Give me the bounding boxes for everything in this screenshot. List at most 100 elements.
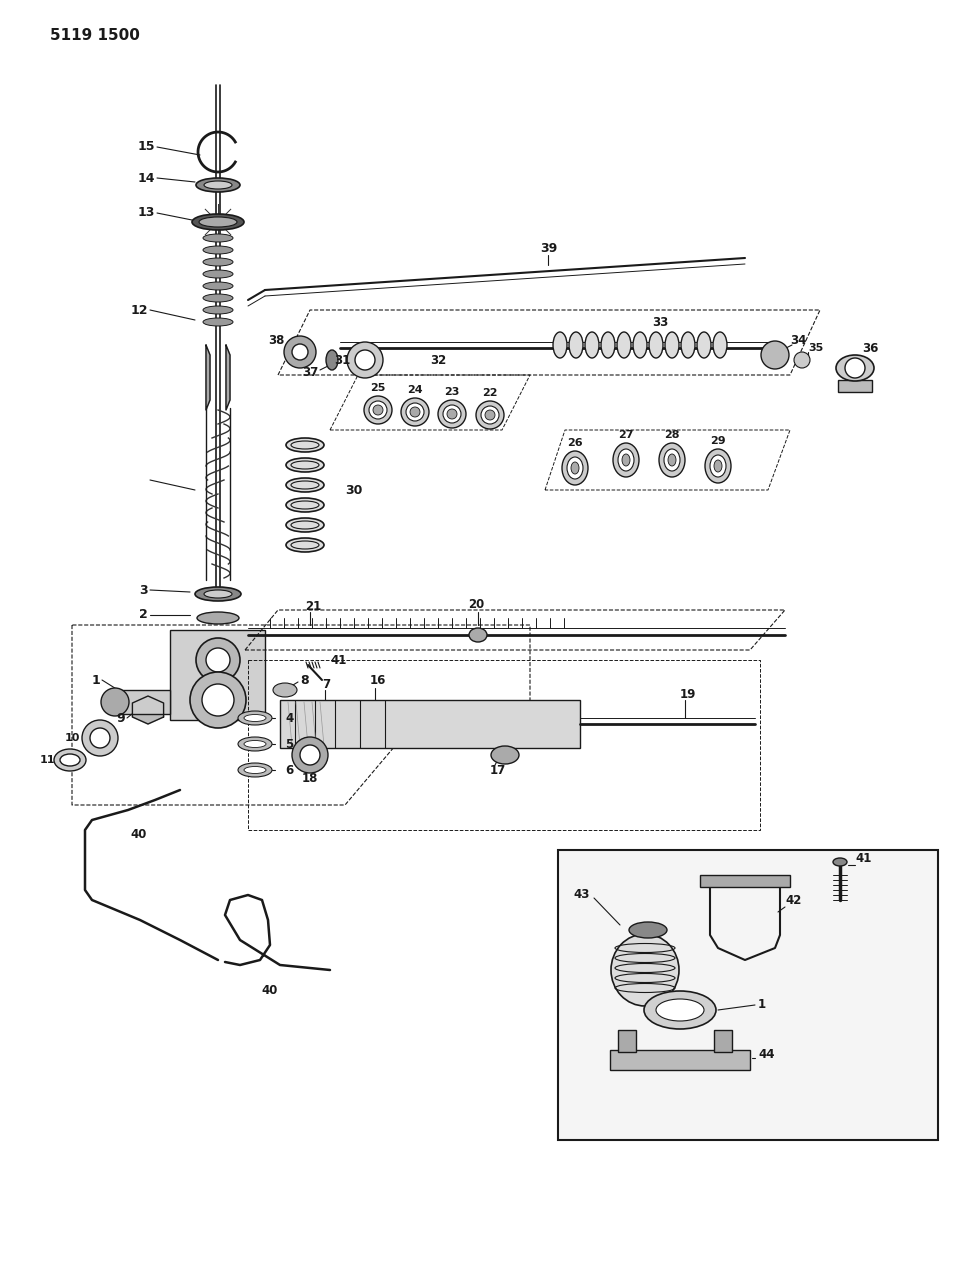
Text: 22: 22: [483, 388, 497, 398]
Circle shape: [292, 737, 328, 773]
Text: 43: 43: [573, 889, 590, 901]
Ellipse shape: [469, 629, 487, 643]
Ellipse shape: [485, 411, 495, 419]
Ellipse shape: [567, 456, 583, 479]
Circle shape: [90, 728, 110, 748]
Ellipse shape: [633, 332, 647, 358]
Ellipse shape: [668, 454, 676, 465]
Ellipse shape: [203, 270, 233, 278]
Text: 14: 14: [138, 172, 155, 185]
Ellipse shape: [238, 737, 272, 751]
Ellipse shape: [705, 449, 731, 483]
Text: 33: 33: [652, 315, 668, 329]
Ellipse shape: [618, 449, 634, 470]
Ellipse shape: [369, 402, 387, 419]
Bar: [280, 700, 580, 748]
Ellipse shape: [286, 499, 324, 513]
Ellipse shape: [714, 460, 722, 472]
Ellipse shape: [203, 258, 233, 266]
Ellipse shape: [665, 332, 679, 358]
Text: 19: 19: [680, 688, 697, 701]
Circle shape: [284, 337, 316, 368]
Text: 44: 44: [758, 1048, 775, 1062]
Ellipse shape: [656, 1000, 704, 1021]
Ellipse shape: [476, 402, 504, 428]
Ellipse shape: [481, 405, 499, 425]
Text: 5119 1500: 5119 1500: [50, 28, 140, 43]
Text: 23: 23: [445, 388, 460, 397]
Ellipse shape: [238, 762, 272, 776]
Ellipse shape: [203, 246, 233, 254]
Text: 2: 2: [140, 608, 148, 621]
Text: 4: 4: [285, 711, 293, 724]
Circle shape: [101, 688, 129, 717]
Ellipse shape: [364, 397, 392, 425]
Text: 8: 8: [300, 673, 309, 686]
Ellipse shape: [286, 478, 324, 492]
Circle shape: [761, 340, 789, 368]
Ellipse shape: [286, 538, 324, 552]
Text: 26: 26: [568, 439, 583, 448]
Ellipse shape: [203, 295, 233, 302]
Ellipse shape: [622, 454, 630, 465]
Text: 1: 1: [91, 673, 100, 686]
Polygon shape: [710, 880, 780, 960]
Circle shape: [347, 342, 383, 377]
Ellipse shape: [659, 442, 685, 477]
Ellipse shape: [244, 766, 266, 774]
Ellipse shape: [438, 400, 466, 428]
Ellipse shape: [562, 451, 588, 484]
Text: 5: 5: [285, 737, 293, 751]
Ellipse shape: [273, 683, 297, 697]
Text: 36: 36: [862, 342, 878, 354]
Circle shape: [794, 352, 810, 368]
Ellipse shape: [569, 332, 583, 358]
Ellipse shape: [833, 858, 847, 866]
Circle shape: [355, 351, 375, 370]
Circle shape: [196, 638, 240, 682]
Text: 6: 6: [285, 764, 293, 776]
Text: 28: 28: [664, 430, 680, 440]
Text: 35: 35: [808, 343, 824, 353]
Polygon shape: [226, 346, 230, 411]
Ellipse shape: [244, 714, 266, 722]
Ellipse shape: [681, 332, 695, 358]
Ellipse shape: [286, 458, 324, 472]
Ellipse shape: [585, 332, 599, 358]
Bar: [714, 1030, 732, 1052]
Bar: [558, 850, 938, 1140]
Ellipse shape: [373, 405, 383, 414]
Ellipse shape: [491, 746, 519, 764]
Text: 27: 27: [618, 430, 634, 440]
Ellipse shape: [447, 409, 457, 419]
Ellipse shape: [644, 991, 716, 1029]
Ellipse shape: [629, 922, 667, 938]
Ellipse shape: [244, 741, 266, 747]
Bar: [610, 1051, 750, 1070]
Ellipse shape: [406, 403, 424, 421]
Polygon shape: [133, 696, 163, 724]
Ellipse shape: [204, 181, 232, 189]
Ellipse shape: [197, 612, 239, 623]
Ellipse shape: [196, 179, 240, 193]
Ellipse shape: [601, 332, 615, 358]
Ellipse shape: [326, 351, 338, 370]
Circle shape: [82, 720, 118, 756]
Text: 40: 40: [262, 983, 278, 997]
Ellipse shape: [443, 405, 461, 423]
Text: 7: 7: [322, 678, 330, 691]
Circle shape: [845, 358, 865, 377]
Ellipse shape: [617, 332, 631, 358]
Text: 18: 18: [302, 771, 319, 784]
Ellipse shape: [60, 754, 80, 766]
Ellipse shape: [664, 449, 680, 470]
Text: 37: 37: [302, 366, 318, 380]
Ellipse shape: [553, 332, 567, 358]
Text: 29: 29: [710, 436, 726, 446]
Circle shape: [202, 683, 234, 717]
Ellipse shape: [286, 518, 324, 532]
Bar: [838, 380, 872, 391]
Text: 9: 9: [116, 711, 125, 724]
Ellipse shape: [836, 354, 874, 381]
Ellipse shape: [203, 235, 233, 242]
